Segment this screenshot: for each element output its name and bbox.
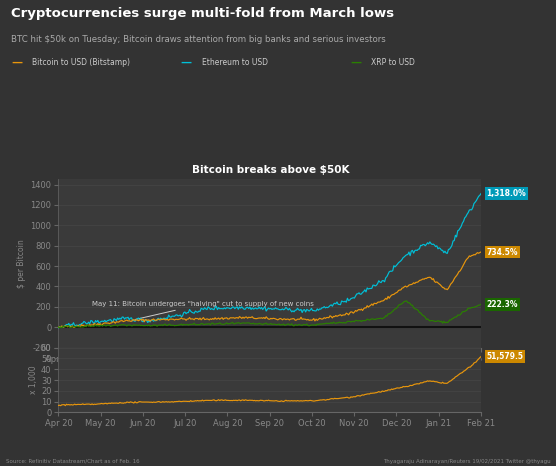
Text: BTC hit $50k on Tuesday; Bitcoin draws attention from big banks and serious inve: BTC hit $50k on Tuesday; Bitcoin draws a… (11, 35, 386, 44)
Text: Bitcoin breaks above $50K: Bitcoin breaks above $50K (192, 165, 350, 175)
Text: Ethereum to USD: Ethereum to USD (202, 58, 268, 68)
Text: May 11: Bitcoin undergoes "halving" cut to supply of new coins: May 11: Bitcoin undergoes "halving" cut … (92, 301, 314, 320)
Text: Thyagaraju Adinarayan/Reuters 19/02/2021 Twitter @thyagu: Thyagaraju Adinarayan/Reuters 19/02/2021… (383, 459, 550, 464)
Text: Source: Refinitiv Datastream/Chart as of Feb. 16: Source: Refinitiv Datastream/Chart as of… (6, 459, 139, 464)
Text: —: — (181, 58, 192, 68)
Text: 734.5%: 734.5% (486, 247, 518, 256)
Text: —: — (350, 58, 361, 68)
Text: XRP to USD: XRP to USD (371, 58, 415, 68)
Text: Cryptocurrencies surge multi-fold from March lows: Cryptocurrencies surge multi-fold from M… (11, 7, 394, 20)
Text: 1,318.0%: 1,318.0% (486, 189, 526, 198)
Text: Bitcoin to USD (Bitstamp): Bitcoin to USD (Bitstamp) (32, 58, 130, 68)
Text: 51,579.5: 51,579.5 (486, 352, 524, 361)
Y-axis label: x 1,000: x 1,000 (29, 366, 38, 394)
Text: 222.3%: 222.3% (486, 300, 518, 309)
Text: —: — (11, 58, 22, 68)
Y-axis label: $ per Bitcoin: $ per Bitcoin (17, 239, 26, 288)
